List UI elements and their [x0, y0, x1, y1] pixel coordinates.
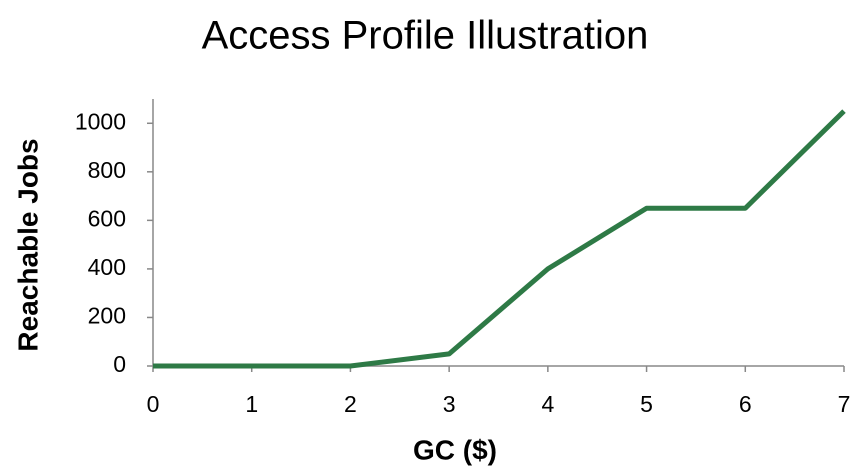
y-axis-label: Reachable Jobs: [12, 138, 43, 351]
x-tick-label: 7: [838, 391, 851, 417]
y-tick-label: 1000: [75, 108, 126, 134]
x-tick-label: 3: [443, 391, 456, 417]
chart-title: Access Profile Illustration: [202, 14, 649, 58]
y-tick-label: 200: [88, 303, 126, 329]
data-line: [153, 109, 846, 369]
x-tick-label: 5: [640, 391, 653, 417]
y-tick-label: 0: [113, 351, 126, 377]
y-tick-label: 800: [88, 157, 126, 183]
x-tick-label: 6: [739, 391, 752, 417]
x-tick-label: 1: [245, 391, 258, 417]
x-tick-label: 2: [344, 391, 357, 417]
x-tick-label: 0: [147, 391, 160, 417]
x-tick-label: 4: [541, 391, 554, 417]
y-tick-label: 600: [88, 205, 126, 231]
x-axis-label: GC ($): [413, 434, 497, 465]
y-tick-label: 400: [88, 254, 126, 280]
